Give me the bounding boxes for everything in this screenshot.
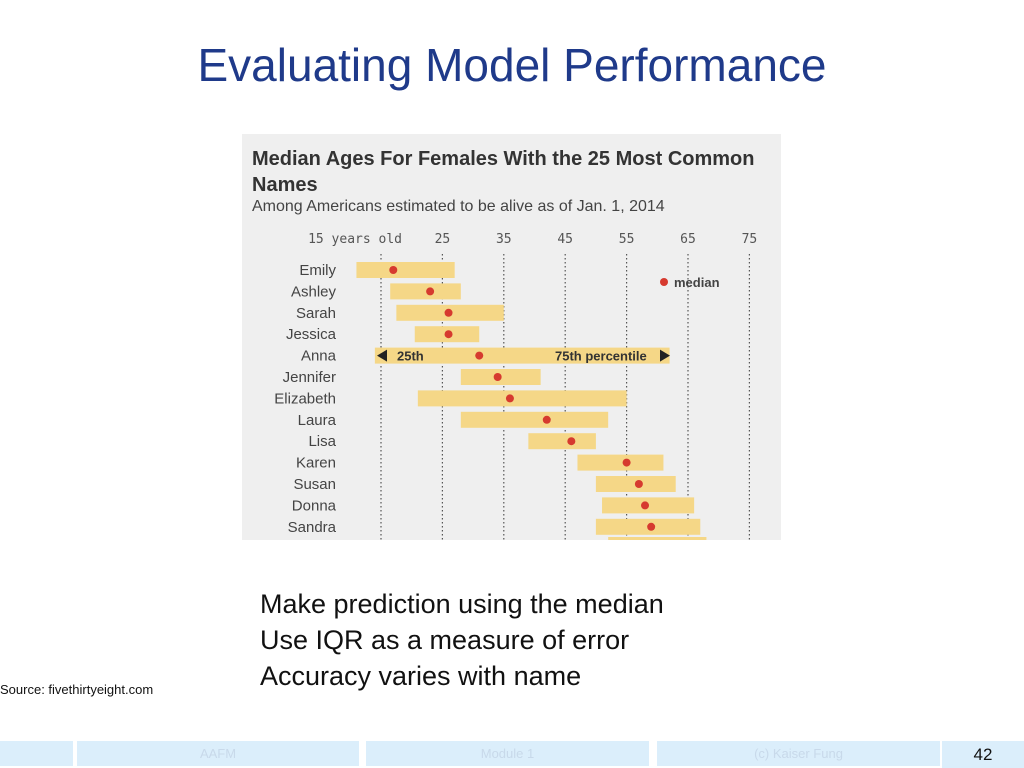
left-arrow-icon	[377, 349, 387, 362]
slide-title: Evaluating Model Performance	[197, 39, 827, 91]
median-dot	[493, 373, 502, 381]
category-label: Donna	[292, 497, 337, 514]
median-dot	[647, 522, 656, 531]
iqr-bar	[460, 411, 609, 428]
legend-q1-label: 25th	[397, 349, 424, 364]
x-tick-label: 45	[557, 232, 573, 247]
bullet-item: Make prediction using the median	[260, 589, 664, 619]
median-dot	[567, 437, 576, 446]
footer-spacer	[0, 741, 73, 766]
footer-right: (c) Kaiser Fung	[657, 741, 940, 766]
chart-plot: 15 years old 25 35 45 55 65 75 Emily Ashley Sarah…	[274, 232, 758, 540]
category-label: Jessica	[286, 326, 337, 343]
footer-bar: AAFM Module 1 (c) Kaiser Fung 42	[0, 741, 1024, 768]
x-tick-label: 25	[435, 232, 451, 247]
x-tick-label: 35	[496, 232, 512, 247]
median-dot	[505, 394, 514, 403]
bullet-item: Use IQR as a measure of error	[260, 625, 630, 655]
bullet-item: Accuracy varies with name	[260, 661, 582, 691]
category-label: Ashley	[291, 283, 337, 300]
chart-figure: Median Ages For Females With the 25 Most…	[242, 134, 781, 540]
category-label: Karen	[296, 455, 336, 472]
right-arrow-icon	[660, 349, 670, 362]
legend-q3-label: 75th percentile	[555, 349, 647, 364]
legend-median-label: median	[674, 275, 720, 290]
source-note: Source: fivethirtyeight.com	[0, 682, 154, 697]
median-dot	[444, 308, 453, 317]
footer-left: AAFM	[77, 741, 359, 766]
iqr-bar	[374, 347, 670, 364]
iqr-bar	[417, 390, 627, 407]
median-dot	[641, 501, 650, 510]
median-dot	[542, 415, 551, 424]
median-dot	[426, 287, 435, 296]
category-label: Sarah	[296, 305, 336, 322]
footer-center: Module 1	[366, 741, 649, 766]
x-tick-label: 55	[619, 232, 635, 247]
iqr-bar	[356, 262, 455, 278]
category-label: Elizabeth	[274, 390, 336, 407]
x-tick-label: 15 years old	[308, 232, 402, 247]
iqr-bar	[528, 433, 596, 450]
category-label: Jennifer	[283, 369, 336, 386]
legend-median-dot	[660, 278, 668, 286]
median-dot	[475, 351, 484, 360]
median-dot	[444, 330, 453, 339]
x-tick-label: 65	[680, 232, 696, 247]
iqr-bar-cut	[608, 537, 707, 540]
median-dot	[389, 266, 398, 274]
category-label: Laura	[298, 412, 337, 429]
category-label: Anna	[301, 348, 337, 365]
category-label: Susan	[293, 476, 336, 493]
x-tick-label: 75	[742, 232, 758, 247]
category-label: Sandra	[288, 519, 337, 536]
chart-title: Median Ages For Females With the 25 Most…	[252, 148, 755, 196]
category-label: Emily	[299, 262, 336, 279]
median-dot	[634, 480, 643, 488]
iqr-bar	[577, 454, 664, 471]
median-dot	[622, 458, 631, 467]
category-label: Lisa	[308, 433, 336, 450]
bullet-list: Make prediction using the median Use IQR…	[260, 586, 664, 694]
iqr-bar	[390, 283, 461, 300]
page-number: 42	[942, 741, 1024, 768]
chart-subtitle: Among Americans estimated to be alive as…	[252, 198, 665, 215]
